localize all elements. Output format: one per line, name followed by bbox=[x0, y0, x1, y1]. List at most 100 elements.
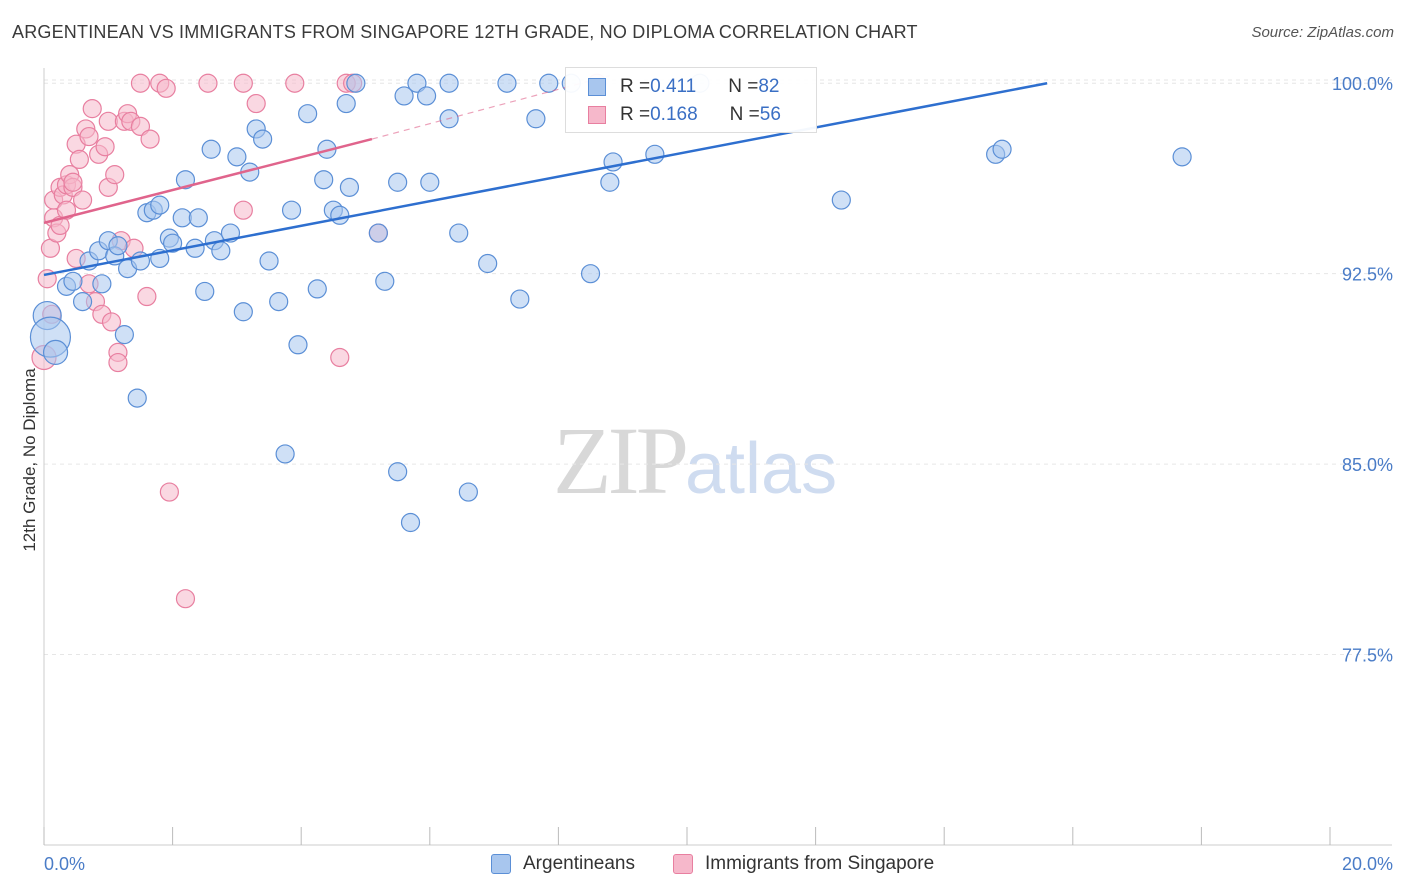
data-point bbox=[416, 86, 437, 106]
data-point bbox=[130, 73, 151, 93]
data-point bbox=[259, 251, 279, 271]
data-point bbox=[388, 462, 408, 482]
data-point bbox=[539, 73, 559, 93]
data-point bbox=[92, 274, 112, 294]
data-point bbox=[600, 172, 620, 192]
data-point bbox=[458, 482, 478, 502]
data-point bbox=[211, 241, 231, 261]
blue-swatch bbox=[588, 78, 606, 96]
data-point bbox=[188, 208, 208, 228]
singapore-trend-extension bbox=[371, 75, 610, 140]
data-point bbox=[114, 325, 134, 345]
data-point bbox=[420, 172, 440, 192]
data-point bbox=[831, 190, 851, 210]
stats-row-argentineans: R = 0.411 N = 82 bbox=[588, 74, 780, 100]
data-point bbox=[156, 78, 176, 98]
data-point bbox=[526, 109, 546, 129]
data-point bbox=[108, 236, 128, 256]
data-point bbox=[1172, 147, 1192, 167]
pink-swatch bbox=[588, 106, 606, 124]
stats-row-singapore: R = 0.168 N = 56 bbox=[588, 102, 781, 128]
data-point bbox=[72, 190, 93, 210]
axis-layer bbox=[43, 68, 1392, 846]
chart-title: ARGENTINEAN VS IMMIGRANTS FROM SINGAPORE… bbox=[12, 22, 918, 42]
data-point bbox=[339, 177, 360, 197]
data-point bbox=[56, 200, 77, 220]
data-point bbox=[140, 129, 160, 149]
data-point bbox=[314, 170, 334, 190]
data-point bbox=[388, 172, 408, 192]
legend-item-singapore[interactable]: Immigrants from Singapore bbox=[673, 853, 934, 875]
data-point bbox=[375, 271, 395, 291]
y-tick-label: 92.5% bbox=[1342, 265, 1393, 285]
data-point bbox=[108, 352, 128, 373]
n-label: N = bbox=[728, 76, 759, 97]
argentinean-points bbox=[29, 73, 1192, 533]
watermark-atlas: atlas bbox=[685, 429, 838, 509]
data-point bbox=[346, 73, 366, 93]
data-point bbox=[307, 279, 327, 299]
legend-item-argentineans[interactable]: Argentineans bbox=[491, 853, 635, 875]
data-point bbox=[105, 165, 125, 185]
data-point bbox=[400, 512, 421, 533]
data-point bbox=[285, 73, 305, 93]
data-point bbox=[175, 170, 196, 190]
n-value: 82 bbox=[758, 76, 780, 97]
n-value: 56 bbox=[759, 104, 781, 125]
data-point bbox=[288, 335, 308, 355]
legend-label: Immigrants from Singapore bbox=[705, 853, 935, 874]
tick-label-layer: 100.0% 92.5% 85.0% 77.5% 0.0% 20.0% bbox=[44, 74, 1393, 874]
data-point bbox=[510, 289, 530, 309]
legend-label: Argentineans bbox=[523, 853, 635, 874]
singapore-trend-line bbox=[43, 137, 373, 225]
data-point bbox=[63, 172, 83, 192]
x-tick-label: 0.0% bbox=[44, 854, 85, 874]
data-point bbox=[42, 339, 69, 365]
data-point bbox=[330, 347, 350, 368]
data-point bbox=[63, 271, 83, 291]
blue-swatch bbox=[491, 854, 511, 874]
series-legend: Argentineans Immigrants from Singapore bbox=[0, 851, 1406, 877]
pink-swatch bbox=[673, 854, 693, 874]
data-point bbox=[253, 129, 273, 149]
data-point bbox=[159, 482, 179, 502]
y-tick-label: 100.0% bbox=[1332, 74, 1393, 94]
data-point bbox=[233, 200, 253, 220]
data-point bbox=[368, 223, 388, 243]
data-point bbox=[394, 86, 414, 106]
r-label: R = bbox=[620, 76, 651, 97]
r-label: R = bbox=[620, 104, 651, 125]
data-point bbox=[439, 73, 459, 93]
data-point bbox=[198, 73, 218, 93]
data-point bbox=[127, 388, 147, 408]
data-point bbox=[246, 93, 266, 114]
data-point bbox=[233, 73, 253, 93]
y-tick-label: 85.0% bbox=[1342, 455, 1393, 475]
data-point bbox=[201, 139, 221, 159]
data-point bbox=[163, 233, 183, 253]
stats-legend: R = 0.411 N = 82 R = 0.168 N = 56 bbox=[565, 67, 817, 133]
data-point bbox=[497, 73, 517, 93]
data-point bbox=[72, 292, 93, 312]
data-point bbox=[580, 264, 601, 284]
argentinean-trend-line bbox=[43, 82, 1048, 277]
data-point bbox=[407, 73, 427, 93]
watermark: ZIPatlas bbox=[553, 405, 837, 516]
data-point bbox=[275, 444, 295, 464]
data-point bbox=[478, 253, 498, 274]
y-tick-label: 77.5% bbox=[1342, 646, 1393, 666]
data-point bbox=[449, 223, 469, 243]
data-point bbox=[130, 116, 151, 137]
data-point bbox=[82, 99, 102, 119]
watermark-zip: ZIP bbox=[553, 407, 689, 514]
data-point bbox=[101, 312, 122, 332]
data-point bbox=[233, 302, 253, 322]
data-point bbox=[98, 111, 118, 131]
data-point bbox=[281, 200, 302, 220]
n-label: N = bbox=[729, 104, 760, 125]
data-point bbox=[330, 205, 350, 225]
data-point bbox=[269, 292, 289, 312]
data-point bbox=[336, 93, 356, 114]
data-point bbox=[298, 104, 318, 124]
data-point bbox=[95, 137, 115, 157]
